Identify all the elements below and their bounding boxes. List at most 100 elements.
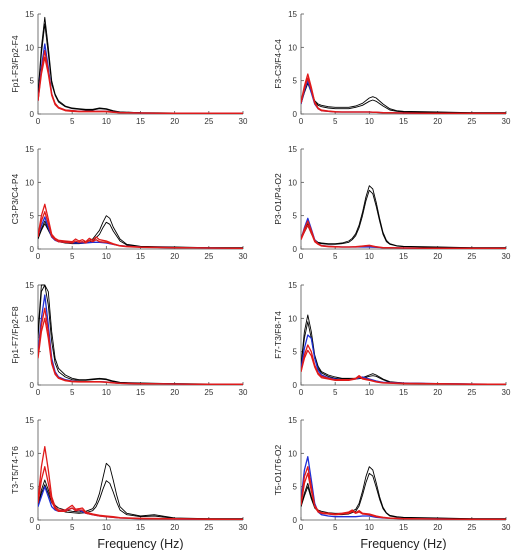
x-tick-label: 30	[502, 117, 511, 126]
axis-frame	[37, 420, 243, 521]
x-tick-label: 30	[239, 117, 248, 126]
x-axis-label: Frequency (Hz)	[97, 537, 183, 550]
y-tick-label: 0	[30, 245, 35, 254]
y-tick-label: 10	[288, 449, 297, 458]
y-tick-label: 5	[293, 77, 298, 86]
y-tick-label: 15	[288, 281, 297, 290]
series-line-2	[38, 23, 243, 114]
series-line-4	[301, 466, 506, 520]
x-tick-label: 10	[365, 252, 374, 261]
axis-frame	[37, 149, 243, 250]
x-tick-label: 15	[136, 388, 145, 397]
y-tick-label: 5	[293, 483, 298, 492]
y-axis-label: T3-T5/T4-T6	[10, 446, 20, 494]
y-axis-label: P3-O1/P4-O2	[273, 173, 283, 225]
y-tick-label: 5	[293, 348, 298, 357]
axis-frame	[300, 14, 506, 115]
x-tick-label: 0	[299, 523, 304, 532]
x-tick-label: 15	[399, 252, 408, 261]
axis-frame	[37, 14, 243, 115]
x-tick-label: 20	[433, 252, 442, 261]
x-tick-label: 5	[333, 117, 338, 126]
series-line-5	[301, 472, 506, 520]
x-tick-label: 25	[204, 523, 213, 532]
x-tick-label: 20	[170, 117, 179, 126]
y-axis-label: C3-P3/C4-P4	[10, 173, 20, 224]
x-tick-label: 25	[467, 252, 476, 261]
x-tick-label: 5	[70, 117, 75, 126]
x-tick-label: 25	[467, 523, 476, 532]
series-line-3	[38, 43, 243, 114]
x-tick-label: 30	[239, 252, 248, 261]
series-line-2	[301, 472, 506, 520]
y-tick-label: 10	[288, 43, 297, 52]
x-tick-label: 20	[433, 117, 442, 126]
x-tick-label: 30	[502, 252, 511, 261]
x-tick-label: 15	[399, 117, 408, 126]
series-line-4	[38, 307, 243, 385]
x-tick-label: 0	[299, 117, 304, 126]
x-tick-label: 0	[299, 252, 304, 261]
x-tick-label: 25	[467, 117, 476, 126]
series-line-4	[38, 50, 243, 114]
x-tick-label: 0	[36, 388, 41, 397]
y-tick-label: 5	[30, 348, 35, 357]
x-tick-label: 10	[365, 523, 374, 532]
x-tick-label: 0	[299, 388, 304, 397]
x-tick-label: 5	[333, 388, 338, 397]
subplot-2: 0 5 10 15 20 25 30 0 5 10 15 F3-C3/F4-C4	[273, 10, 511, 126]
series-line-1	[38, 284, 243, 385]
y-tick-label: 10	[288, 178, 297, 187]
series-line-3	[38, 294, 243, 385]
x-tick-label: 20	[170, 388, 179, 397]
x-tick-label: 30	[239, 523, 248, 532]
y-tick-label: 0	[293, 245, 298, 254]
x-tick-label: 15	[136, 523, 145, 532]
x-tick-label: 30	[502, 523, 511, 532]
y-tick-label: 15	[25, 281, 34, 290]
series-line-1	[301, 314, 506, 385]
axis-frame	[300, 285, 506, 386]
y-tick-label: 10	[25, 178, 34, 187]
x-tick-label: 5	[333, 523, 338, 532]
y-tick-label: 0	[293, 110, 298, 119]
subplot-6: 0 5 10 15 20 25 30 0 5 10 15 F7-T3/F8-T4	[273, 281, 511, 397]
x-tick-label: 10	[102, 388, 111, 397]
series-line-5	[38, 466, 243, 520]
x-tick-label: 0	[36, 523, 41, 532]
subplot-8: 0 5 10 15 20 25 30 0 5 10 15 T5-O1/T6-O2 Frequency (…	[273, 416, 511, 550]
y-tick-label: 10	[25, 449, 34, 458]
y-tick-label: 10	[288, 314, 297, 323]
series-line-2	[38, 284, 243, 385]
x-tick-label: 0	[36, 252, 41, 261]
x-tick-label: 25	[204, 117, 213, 126]
y-tick-label: 0	[30, 110, 35, 119]
series-line-3	[38, 486, 243, 520]
x-tick-label: 20	[433, 523, 442, 532]
y-tick-label: 5	[293, 212, 298, 221]
axis-frame	[300, 420, 506, 521]
x-tick-label: 10	[365, 388, 374, 397]
subplot-7: 0 5 10 15 20 25 30 0 5 10 15 T3-T5/T4-T6 Frequency (…	[10, 416, 248, 550]
x-tick-label: 15	[136, 252, 145, 261]
y-tick-label: 15	[288, 416, 297, 425]
subplot-4: 0 5 10 15 20 25 30 0 5 10 15 P3-O1/P4-O2	[273, 145, 511, 261]
y-axis-label: F3-C3/F4-C4	[273, 39, 283, 89]
series-line-1	[301, 185, 506, 249]
x-tick-label: 15	[399, 523, 408, 532]
y-tick-label: 15	[25, 416, 34, 425]
y-tick-label: 15	[288, 145, 297, 154]
series-line-5	[301, 224, 506, 249]
series-line-2	[301, 321, 506, 385]
series-line-2	[38, 480, 243, 520]
axis-frame	[300, 149, 506, 250]
series-line-2	[38, 221, 243, 249]
x-tick-label: 15	[136, 117, 145, 126]
series-line-4	[38, 203, 243, 249]
y-tick-label: 5	[30, 77, 35, 86]
y-tick-label: 5	[30, 483, 35, 492]
x-tick-label: 5	[70, 388, 75, 397]
series-line-5	[38, 211, 243, 249]
y-axis-label: F7-T3/F8-T4	[273, 311, 283, 359]
x-tick-label: 10	[365, 117, 374, 126]
